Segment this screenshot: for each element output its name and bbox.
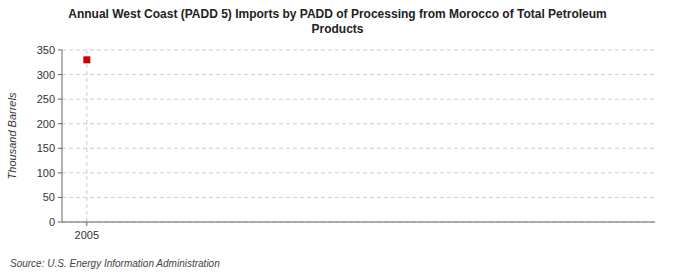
y-tick xyxy=(58,123,62,124)
source: Source: U.S. Energy Information Administ… xyxy=(10,258,220,269)
y-grid-line xyxy=(62,74,655,75)
y-axis-label: Thousand Barrels xyxy=(6,92,18,179)
x-grid-line xyxy=(86,50,87,222)
y-grid-line xyxy=(62,197,655,198)
x-axis-line xyxy=(62,222,655,223)
x-tick-label: 2005 xyxy=(75,229,99,241)
y-tick-label: 300 xyxy=(37,69,55,81)
y-tick xyxy=(58,172,62,173)
y-tick xyxy=(58,197,62,198)
y-tick xyxy=(58,222,62,223)
title: Annual West Coast (PADD 5) Imports by PA… xyxy=(68,7,607,36)
page: {"chart_data": {"type": "scatter", "titl… xyxy=(0,0,675,275)
y-tick-label: 50 xyxy=(43,191,55,203)
y-tick-label: 200 xyxy=(37,118,55,130)
chart: Annual West Coast (PADD 5) Imports by PA… xyxy=(0,0,675,275)
y-tick-label: 100 xyxy=(37,167,55,179)
x-tick xyxy=(86,222,87,226)
y-grid-line xyxy=(62,123,655,124)
title-line: Annual West Coast (PADD 5) Imports by PA… xyxy=(68,7,607,21)
title-line: Products xyxy=(311,22,363,36)
y-grid-line xyxy=(62,99,655,100)
grid xyxy=(62,50,655,222)
y-tick xyxy=(58,99,62,100)
point xyxy=(83,56,90,63)
y-tick-label: 350 xyxy=(37,44,55,56)
marks xyxy=(83,56,90,63)
y-grid-line xyxy=(62,172,655,173)
y-tick xyxy=(58,74,62,75)
y-tick-label: 250 xyxy=(37,93,55,105)
y-tick xyxy=(58,50,62,51)
y-tick-label: 150 xyxy=(37,142,55,154)
y-grid-line xyxy=(62,148,655,149)
y-axis-line xyxy=(62,50,63,222)
y-grid-line xyxy=(62,222,655,223)
y-tick xyxy=(58,148,62,149)
y-grid-line xyxy=(62,50,655,51)
y-tick-label: 0 xyxy=(49,216,55,228)
